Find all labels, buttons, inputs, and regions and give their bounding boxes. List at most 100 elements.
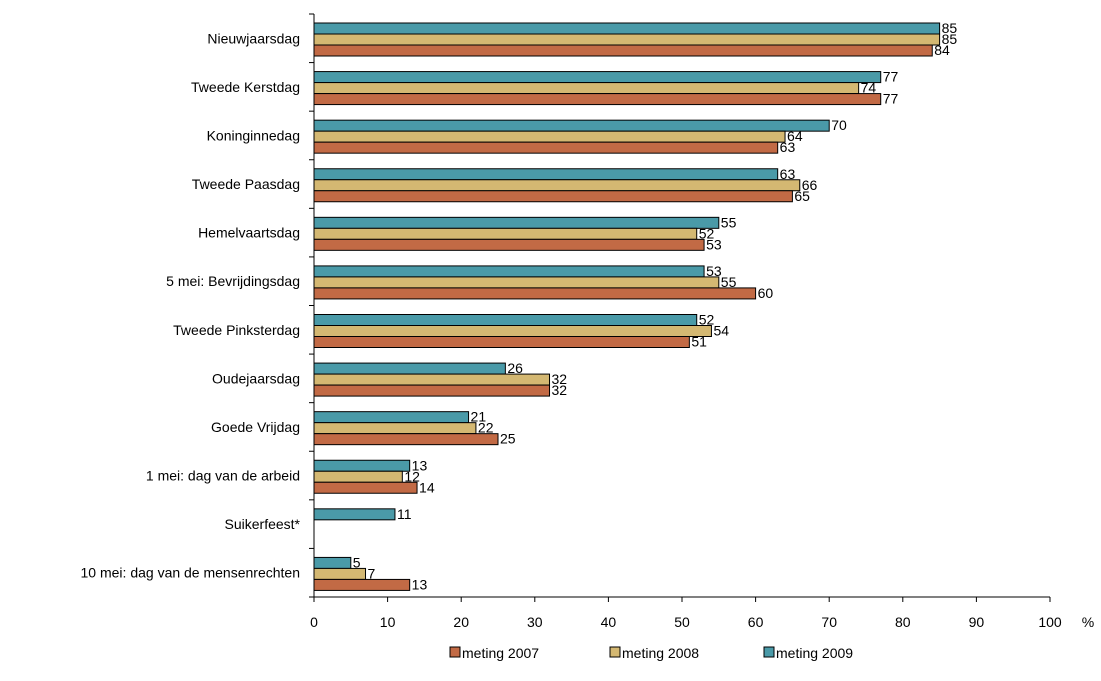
bar: [313, 459, 411, 472]
legend-swatch: [763, 646, 775, 658]
bar: [313, 556, 352, 569]
data-label: 13: [412, 457, 428, 473]
data-label: 63: [780, 139, 796, 155]
data-label: 32: [552, 371, 568, 387]
data-label: 25: [500, 431, 516, 447]
bar: [313, 411, 470, 424]
bar: [313, 470, 403, 483]
data-label: 64: [787, 128, 803, 144]
bar: [313, 130, 786, 143]
bar: [313, 508, 396, 521]
data-label: 21: [471, 409, 487, 425]
x-tick-label: 50: [674, 614, 690, 630]
bar: [313, 190, 793, 203]
bar: [313, 238, 705, 251]
data-label: 85: [942, 20, 958, 36]
category-label: 10 mei: dag van de mensenrechten: [81, 565, 300, 581]
x-tick-label: 60: [748, 614, 764, 630]
data-label: 77: [883, 91, 899, 107]
data-label: 52: [699, 312, 715, 328]
data-label: 52: [699, 225, 715, 241]
bar: [313, 384, 551, 397]
legend-label: meting 2009: [776, 645, 853, 661]
bar: [313, 325, 712, 337]
bar: [313, 362, 506, 375]
x-axis-unit: %: [1082, 614, 1094, 630]
category-label: Tweede Paasdag: [192, 176, 300, 192]
data-label: 85: [942, 31, 958, 47]
data-label: 11: [397, 506, 412, 522]
bar: [313, 265, 705, 278]
data-label: 70: [831, 117, 847, 133]
data-label: 22: [478, 420, 494, 436]
category-label: Suikerfeest*: [225, 516, 301, 532]
data-label: 12: [404, 468, 420, 484]
data-label: 77: [883, 69, 899, 85]
x-tick-label: 10: [380, 614, 396, 630]
bar: [313, 168, 779, 181]
data-label: 14: [419, 479, 435, 495]
bar: [313, 276, 720, 289]
data-label: 32: [552, 382, 568, 398]
bar: [313, 216, 720, 229]
bar: [313, 314, 698, 326]
category-label: Tweede Kerstdag: [191, 79, 300, 95]
x-tick-label: 20: [453, 614, 469, 630]
category-label: Oudejaarsdag: [212, 370, 300, 386]
data-label: 55: [721, 214, 737, 230]
category-label: Goede Vrijdag: [211, 419, 300, 435]
x-tick-label: 80: [895, 614, 911, 630]
data-label: 51: [691, 334, 707, 350]
x-tick-label: 100: [1038, 614, 1062, 630]
data-label: 63: [780, 166, 796, 182]
x-tick-label: 0: [310, 614, 318, 630]
bar: [313, 44, 933, 57]
data-label: 84: [934, 42, 950, 58]
x-tick-label: 30: [527, 614, 543, 630]
legend-label: meting 2008: [622, 645, 699, 661]
bar: [313, 71, 882, 84]
legend-swatch: [449, 646, 461, 658]
bar: [313, 481, 418, 494]
category-label: Tweede Pinksterdag: [173, 322, 300, 338]
data-label: 53: [706, 236, 722, 252]
category-label: 5 mei: Bevrijdingsdag: [166, 273, 300, 289]
x-tick-label: 70: [821, 614, 837, 630]
data-label: 5: [353, 554, 361, 570]
bar: [313, 287, 757, 300]
bar: [313, 141, 779, 154]
x-tick-label: 90: [969, 614, 985, 630]
data-label: 53: [706, 263, 722, 279]
data-label: 26: [507, 360, 523, 376]
category-label: Hemelvaartsdag: [198, 225, 300, 241]
data-label: 7: [368, 565, 376, 581]
legend-label: meting 2007: [462, 645, 539, 661]
x-tick-label: 40: [601, 614, 617, 630]
category-label: Nieuwjaarsdag: [207, 30, 300, 46]
bar: [313, 33, 941, 46]
bar: [313, 373, 551, 386]
bar: [313, 179, 801, 192]
data-label: 13: [412, 576, 428, 592]
legend-swatch: [609, 646, 621, 658]
bar: [313, 82, 860, 95]
data-label: 66: [802, 177, 818, 193]
bar: [313, 422, 477, 435]
data-label: 54: [713, 323, 729, 339]
data-label: 60: [758, 285, 774, 301]
data-label: 74: [861, 80, 877, 96]
category-label: 1 mei: dag van de arbeid: [146, 468, 300, 484]
bar: [313, 336, 690, 348]
category-label: Koninginnedag: [207, 127, 300, 143]
bar: [313, 119, 830, 132]
bar: [313, 227, 698, 240]
bar: [313, 578, 411, 591]
data-label: 55: [721, 274, 737, 290]
bar: [313, 567, 367, 580]
bar: [313, 93, 882, 106]
bar: [313, 433, 499, 446]
bar: [313, 22, 941, 35]
data-label: 65: [794, 188, 810, 204]
